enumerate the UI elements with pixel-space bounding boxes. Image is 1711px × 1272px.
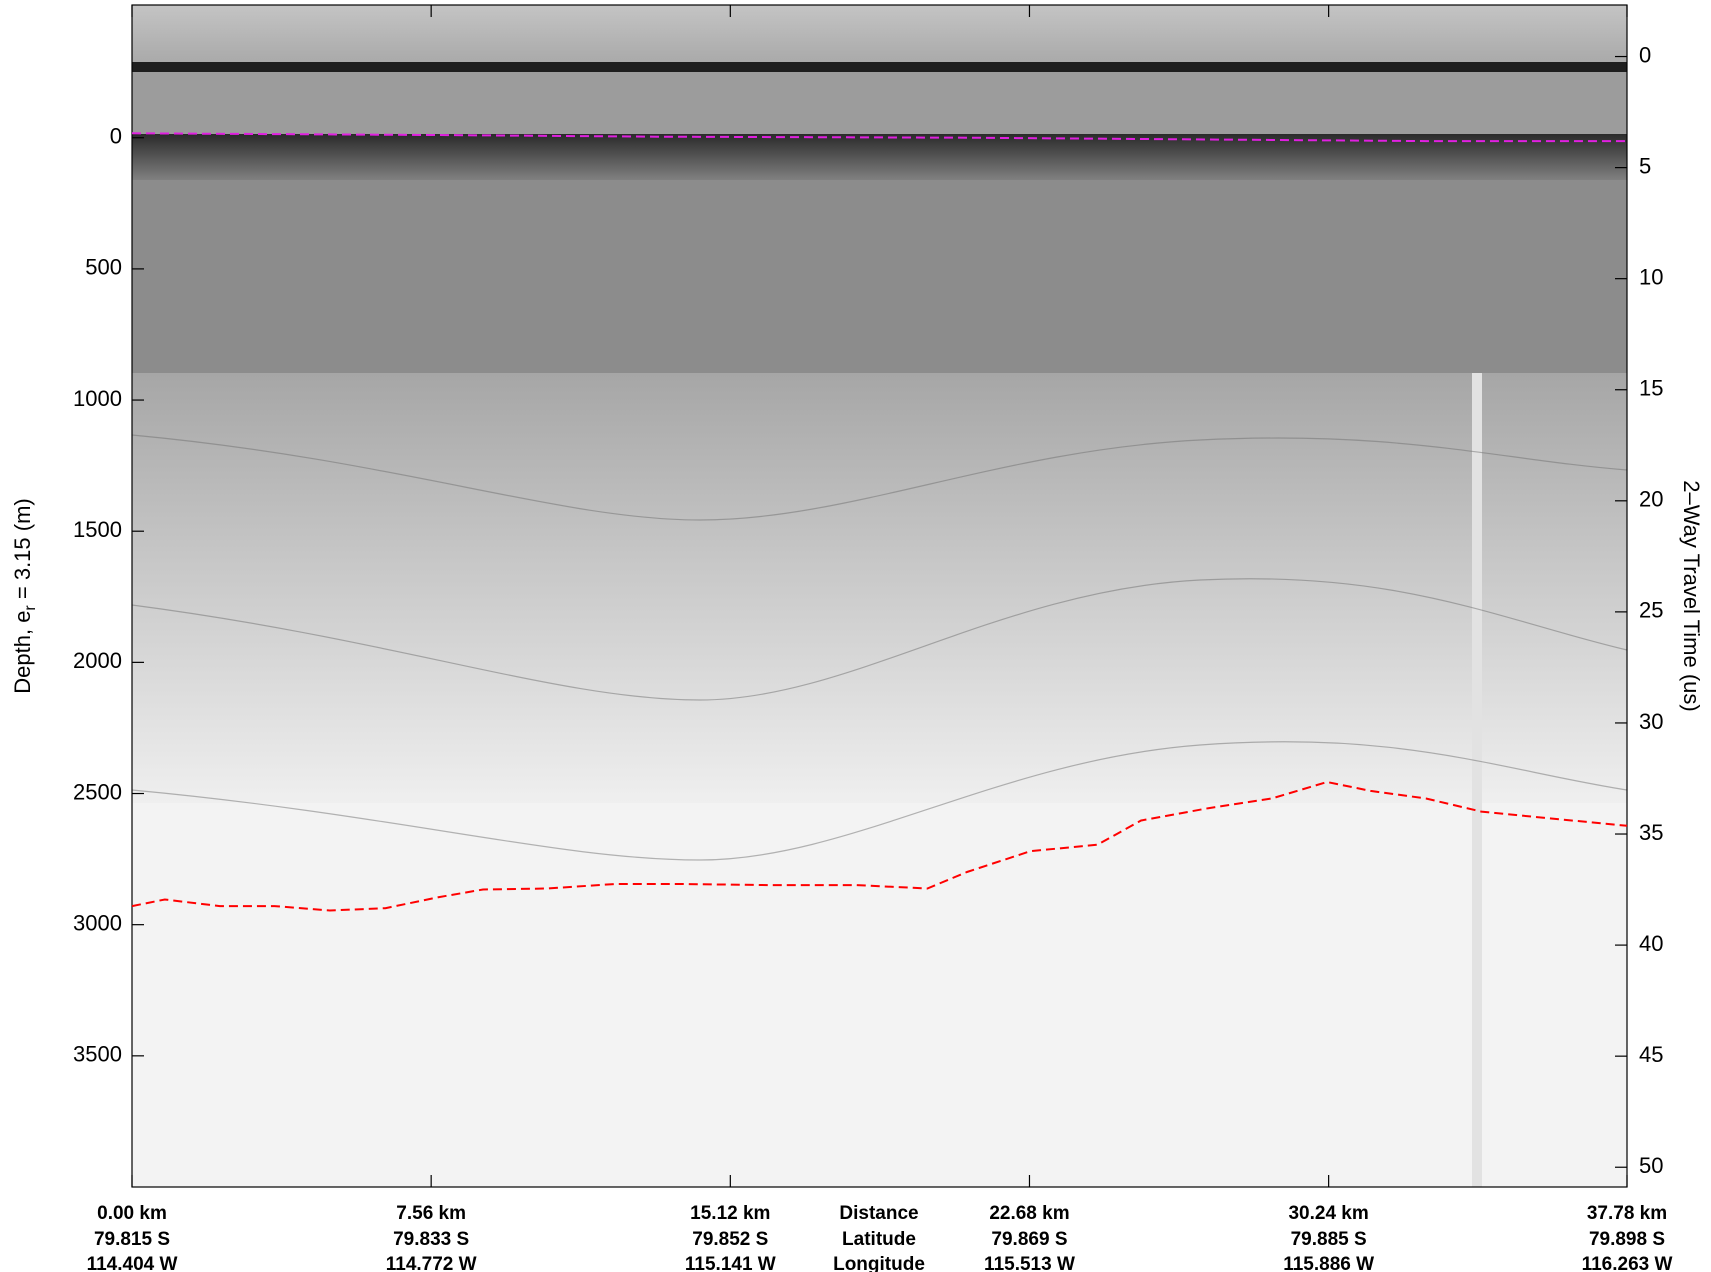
pick-line	[131, 780, 1628, 912]
latitude-label: 79.852 S	[692, 1229, 768, 1250]
y2-tick-label: 5	[1639, 153, 1651, 178]
y2-tick-label: 30	[1639, 709, 1663, 734]
y-axis-label: Depth, er = 3.15 (m)	[10, 498, 39, 693]
y2-tick-label: 50	[1639, 1153, 1663, 1178]
pick-line	[131, 132, 1627, 143]
latitude-label: 79.885 S	[1291, 1229, 1367, 1250]
x-tick-label: 15.12 km	[690, 1203, 770, 1224]
latitude-label: 79.898 S	[1589, 1229, 1665, 1250]
y2-tick-label: 25	[1639, 598, 1663, 623]
y-tick-label: 1500	[73, 517, 122, 542]
y-tick-label: 2500	[73, 779, 122, 804]
echogram-image	[131, 4, 1628, 1188]
latitude-label: 79.869 S	[991, 1229, 1067, 1250]
row-title: Latitude	[842, 1229, 916, 1250]
longitude-label: 115.513 W	[984, 1254, 1075, 1272]
row-title: Longitude	[833, 1254, 925, 1272]
y2-tick-label: 0	[1639, 42, 1651, 67]
longitude-label: 115.886 W	[1283, 1254, 1374, 1272]
y2-axis-label: 2–Way Travel Time (us)	[1679, 480, 1704, 711]
x-tick-label: 0.00 km	[97, 1203, 167, 1224]
x-tick-label: 30.24 km	[1288, 1203, 1368, 1224]
latitude-label: 79.815 S	[94, 1229, 170, 1250]
y-tick-label: 0	[110, 124, 122, 149]
y-tick-label: 1000	[73, 386, 122, 411]
row-title: Distance	[839, 1203, 918, 1224]
y-label-subscript: r	[22, 605, 39, 611]
y2-tick-label: 10	[1639, 264, 1663, 289]
y-label-part: Depth, e	[10, 611, 35, 694]
y2-tick-label: 15	[1639, 376, 1663, 401]
y-tick-label: 3000	[73, 910, 122, 935]
y2-tick-label: 35	[1639, 820, 1663, 845]
y-label-part: = 3.15 (m)	[10, 498, 35, 605]
y-tick-label: 3500	[73, 1042, 122, 1067]
longitude-label: 114.404 W	[87, 1254, 178, 1272]
y2-tick-label: 45	[1639, 1042, 1663, 1067]
longitude-label: 116.263 W	[1582, 1254, 1673, 1272]
y-tick-label: 500	[85, 255, 122, 280]
x-tick-label: 22.68 km	[989, 1203, 1069, 1224]
x-tick-label: 7.56 km	[396, 1203, 466, 1224]
longitude-label: 114.772 W	[386, 1254, 477, 1272]
x-tick-label: 37.78 km	[1587, 1203, 1667, 1224]
y2-tick-label: 20	[1639, 487, 1663, 512]
y2-tick-label: 40	[1639, 931, 1663, 956]
y-tick-label: 2000	[73, 648, 122, 673]
latitude-label: 79.833 S	[393, 1229, 469, 1250]
longitude-label: 115.141 W	[685, 1254, 776, 1272]
